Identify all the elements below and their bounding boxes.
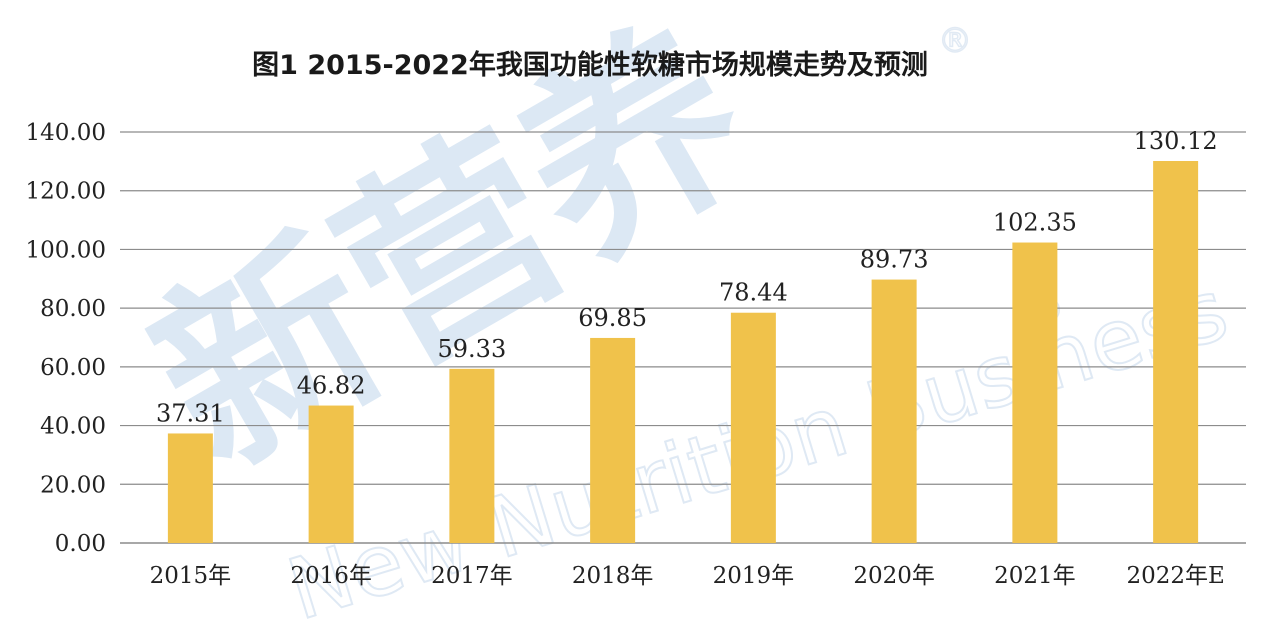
- y-tick-label: 40.00: [40, 414, 106, 440]
- data-labels: 37.31 46.82 59.33 69.85 78.44 89.73 102.35 130.…: [156, 127, 1218, 427]
- y-tick-label: 120.00: [26, 179, 106, 205]
- bar: [308, 405, 354, 543]
- data-label: 78.44: [719, 279, 788, 307]
- data-label: 89.73: [860, 246, 929, 274]
- data-label: 46.82: [297, 372, 366, 400]
- x-tick-label: 2015年: [150, 563, 232, 589]
- data-label: 59.33: [438, 335, 507, 363]
- watermark: 新营养 New Nutrition Business ® ®: [118, 0, 1240, 632]
- y-tick-label: 60.00: [40, 355, 106, 381]
- x-tick-label: 2021年: [994, 563, 1076, 589]
- x-tick-label: 2020年: [853, 563, 935, 589]
- x-axis: 2015年 2016年 2017年 2018年 2019年 2020年 2021年 2022年…: [150, 563, 1225, 589]
- data-label: 69.85: [578, 304, 647, 332]
- y-tick-label: 100.00: [26, 237, 106, 263]
- x-tick-label: 2018年: [572, 563, 654, 589]
- y-axis: 0.00 20.00 40.00 60.00 80.00 100.00 120.00 140.…: [26, 120, 106, 557]
- x-tick-label: 2019年: [713, 563, 795, 589]
- y-tick-label: 0.00: [55, 531, 106, 557]
- bar: [1153, 161, 1199, 543]
- watermark-registered-top: ®: [938, 21, 972, 61]
- bar: [167, 433, 213, 543]
- data-label: 37.31: [156, 399, 225, 427]
- y-tick-label: 80.00: [40, 296, 106, 322]
- x-tick-label: 2017年: [431, 563, 513, 589]
- x-tick-label: 2016年: [290, 563, 372, 589]
- x-tick-label: 2022年E: [1126, 563, 1224, 589]
- y-tick-label: 140.00: [26, 120, 106, 146]
- bar: [1012, 242, 1058, 543]
- chart-title: 图1 2015-2022年我国功能性软糖市场规模走势及预测: [252, 49, 928, 81]
- grid: [120, 131, 1246, 544]
- bar: [871, 279, 917, 543]
- bar: [590, 337, 636, 543]
- bars: [167, 161, 1199, 543]
- data-label: 102.35: [993, 209, 1077, 237]
- bar: [730, 312, 776, 543]
- bar: [449, 368, 495, 543]
- data-label: 130.12: [1134, 127, 1218, 155]
- y-tick-label: 20.00: [40, 472, 106, 498]
